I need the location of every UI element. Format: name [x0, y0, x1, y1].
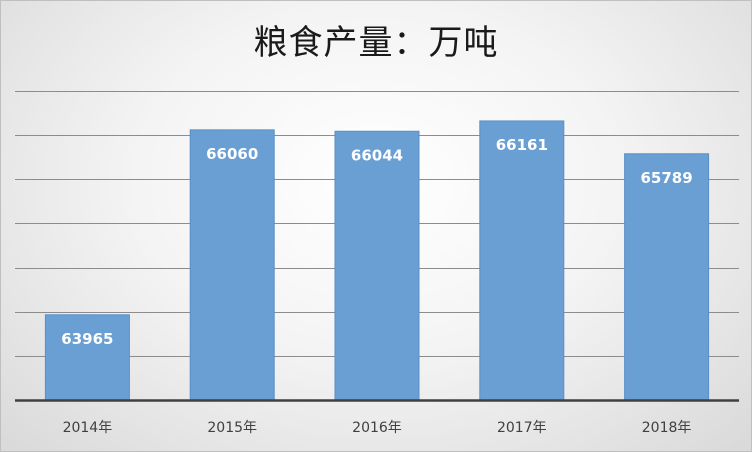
- data-label-3: 66044: [351, 146, 403, 164]
- bar-4: [479, 120, 565, 401]
- data-label-1: 63965: [61, 330, 113, 348]
- bar-1: [44, 314, 130, 401]
- data-label-5: 65789: [641, 169, 693, 187]
- chart-title: 粮食产量：万吨: [253, 23, 499, 63]
- bar-5: [624, 153, 710, 401]
- x-tick-label-5: 2018年: [642, 420, 692, 436]
- x-tick-label-4: 2017年: [497, 420, 547, 436]
- x-tick-label-1: 2014年: [63, 420, 113, 436]
- bar-2: [189, 129, 275, 401]
- x-tick-label-2: 2015年: [207, 420, 257, 436]
- data-label-2: 66060: [206, 145, 258, 163]
- x-tick-label-3: 2016年: [352, 420, 402, 436]
- bar-3: [334, 130, 420, 401]
- data-label-4: 66161: [496, 136, 548, 154]
